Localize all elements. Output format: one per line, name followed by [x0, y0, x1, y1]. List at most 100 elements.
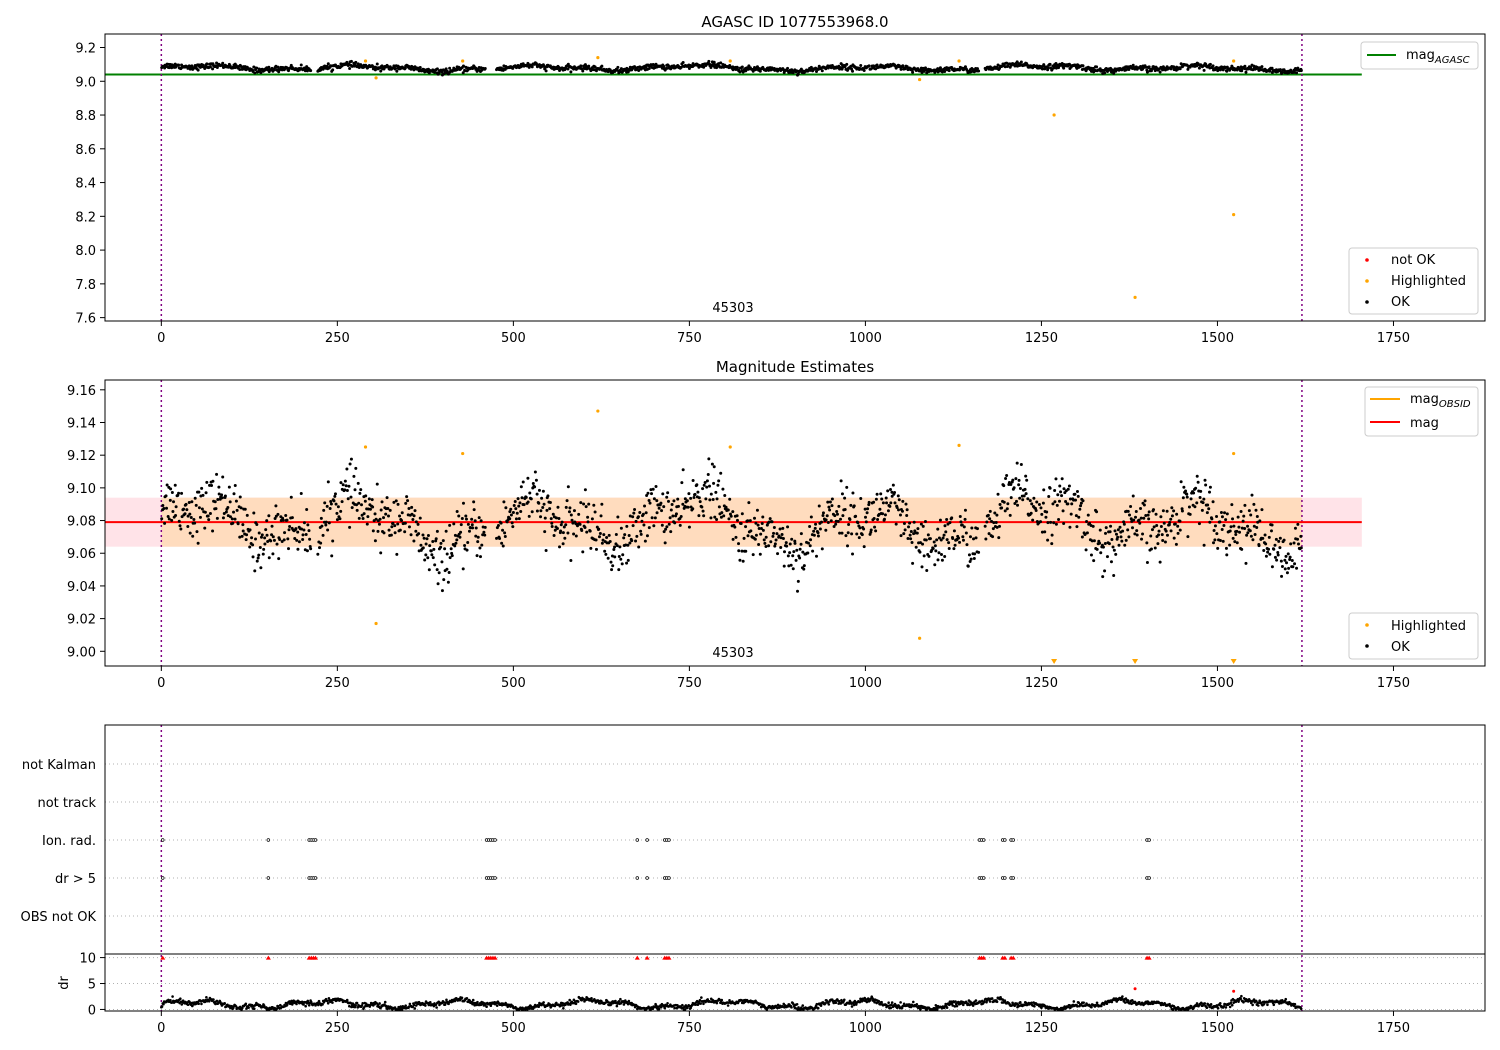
- ok-point: [598, 531, 602, 535]
- ok-point: [1029, 511, 1033, 515]
- ok-point: [819, 520, 823, 524]
- ok-point: [707, 59, 711, 63]
- ok-point: [970, 526, 974, 530]
- ok-point: [1287, 566, 1291, 570]
- ok-point: [1147, 510, 1151, 514]
- ok-point: [855, 532, 859, 536]
- ok-point: [858, 526, 862, 530]
- ok-point: [1187, 505, 1191, 509]
- ok-point: [213, 500, 217, 504]
- ok-point: [517, 517, 521, 521]
- ok-point: [269, 539, 273, 543]
- ok-point: [1283, 558, 1287, 562]
- ok-point: [653, 516, 657, 520]
- ok-point: [634, 519, 638, 523]
- ok-point: [748, 519, 752, 523]
- ok-point: [1113, 529, 1117, 533]
- ok-point: [988, 517, 992, 521]
- ok-point: [587, 64, 591, 68]
- ok-point: [1062, 522, 1066, 526]
- ok-point: [1274, 537, 1278, 541]
- ok-point: [1212, 528, 1216, 532]
- ok-point: [997, 536, 1001, 540]
- ok-point: [701, 509, 705, 513]
- ok-point: [1055, 503, 1059, 507]
- ok-point: [366, 515, 370, 519]
- dr-point: [309, 1000, 313, 1004]
- ok-point: [926, 533, 930, 537]
- ok-point: [1078, 507, 1082, 511]
- dr-point: [657, 1007, 661, 1011]
- ok-point: [594, 547, 598, 551]
- ok-point: [791, 567, 795, 571]
- ok-point: [1288, 555, 1292, 559]
- ok-point: [389, 533, 393, 537]
- dr-clipped-marker: [265, 955, 271, 960]
- ok-point: [1170, 506, 1174, 510]
- ok-point: [345, 489, 349, 493]
- ok-point: [644, 511, 648, 515]
- ok-point: [983, 524, 987, 528]
- ok-point: [233, 483, 237, 487]
- ok-point: [1133, 515, 1137, 519]
- dr-point: [537, 1005, 541, 1009]
- ok-point: [382, 67, 386, 71]
- ok-point: [627, 534, 631, 538]
- flag-event-point: [981, 838, 986, 842]
- ok-point: [1225, 512, 1229, 516]
- ok-point: [1240, 547, 1244, 551]
- ok-point: [1090, 539, 1094, 543]
- ok-point: [294, 527, 298, 531]
- ok-point: [516, 497, 520, 501]
- ok-point: [1174, 542, 1178, 546]
- ok-point: [535, 509, 539, 513]
- ok-point: [396, 502, 400, 506]
- ok-point: [727, 517, 731, 521]
- ok-point: [837, 504, 841, 508]
- ok-point: [876, 518, 880, 522]
- ok-point: [1169, 529, 1173, 533]
- ok-point: [788, 551, 792, 555]
- ok-point: [169, 487, 173, 491]
- ok-point: [944, 530, 948, 534]
- ok-point: [909, 537, 913, 541]
- ok-point: [476, 535, 480, 539]
- ok-point: [1202, 497, 1206, 501]
- ok-point: [1283, 567, 1287, 571]
- ok-point: [477, 516, 481, 520]
- flag-event-point: [1003, 838, 1007, 842]
- ok-point: [262, 547, 266, 551]
- ok-point: [1074, 498, 1078, 502]
- ok-point: [1243, 64, 1247, 68]
- dr-point: [361, 1001, 364, 1005]
- ok-point: [502, 500, 506, 504]
- ok-point: [1056, 493, 1060, 497]
- dr-point: [688, 1004, 691, 1008]
- ok-point: [753, 537, 757, 541]
- ok-point: [975, 527, 979, 531]
- ok-point: [503, 531, 507, 535]
- ok-point: [458, 535, 462, 539]
- ok-point: [1116, 528, 1120, 532]
- dr-point: [951, 1004, 955, 1007]
- ok-point: [259, 535, 263, 539]
- ok-point: [550, 521, 554, 525]
- ok-point: [461, 64, 465, 68]
- flag-event-point: [160, 838, 165, 842]
- ok-point: [1123, 543, 1127, 547]
- ok-point: [1157, 533, 1161, 537]
- ok-point: [641, 512, 645, 516]
- ok-point: [839, 479, 843, 483]
- ok-point: [350, 506, 354, 510]
- ok-point: [719, 61, 723, 65]
- ok-point: [349, 59, 353, 63]
- ok-point: [1205, 511, 1209, 515]
- ok-point: [1249, 513, 1253, 517]
- ok-point: [1292, 541, 1296, 545]
- ok-point: [557, 517, 561, 521]
- ok-point: [520, 496, 524, 500]
- panel-magnitude-estimates: 0 250 500 750 1000 1250 1500 17509.009.029.049.…: [67, 358, 1486, 691]
- ok-point: [375, 482, 379, 486]
- ok-point: [223, 494, 227, 498]
- ok-point: [600, 64, 604, 68]
